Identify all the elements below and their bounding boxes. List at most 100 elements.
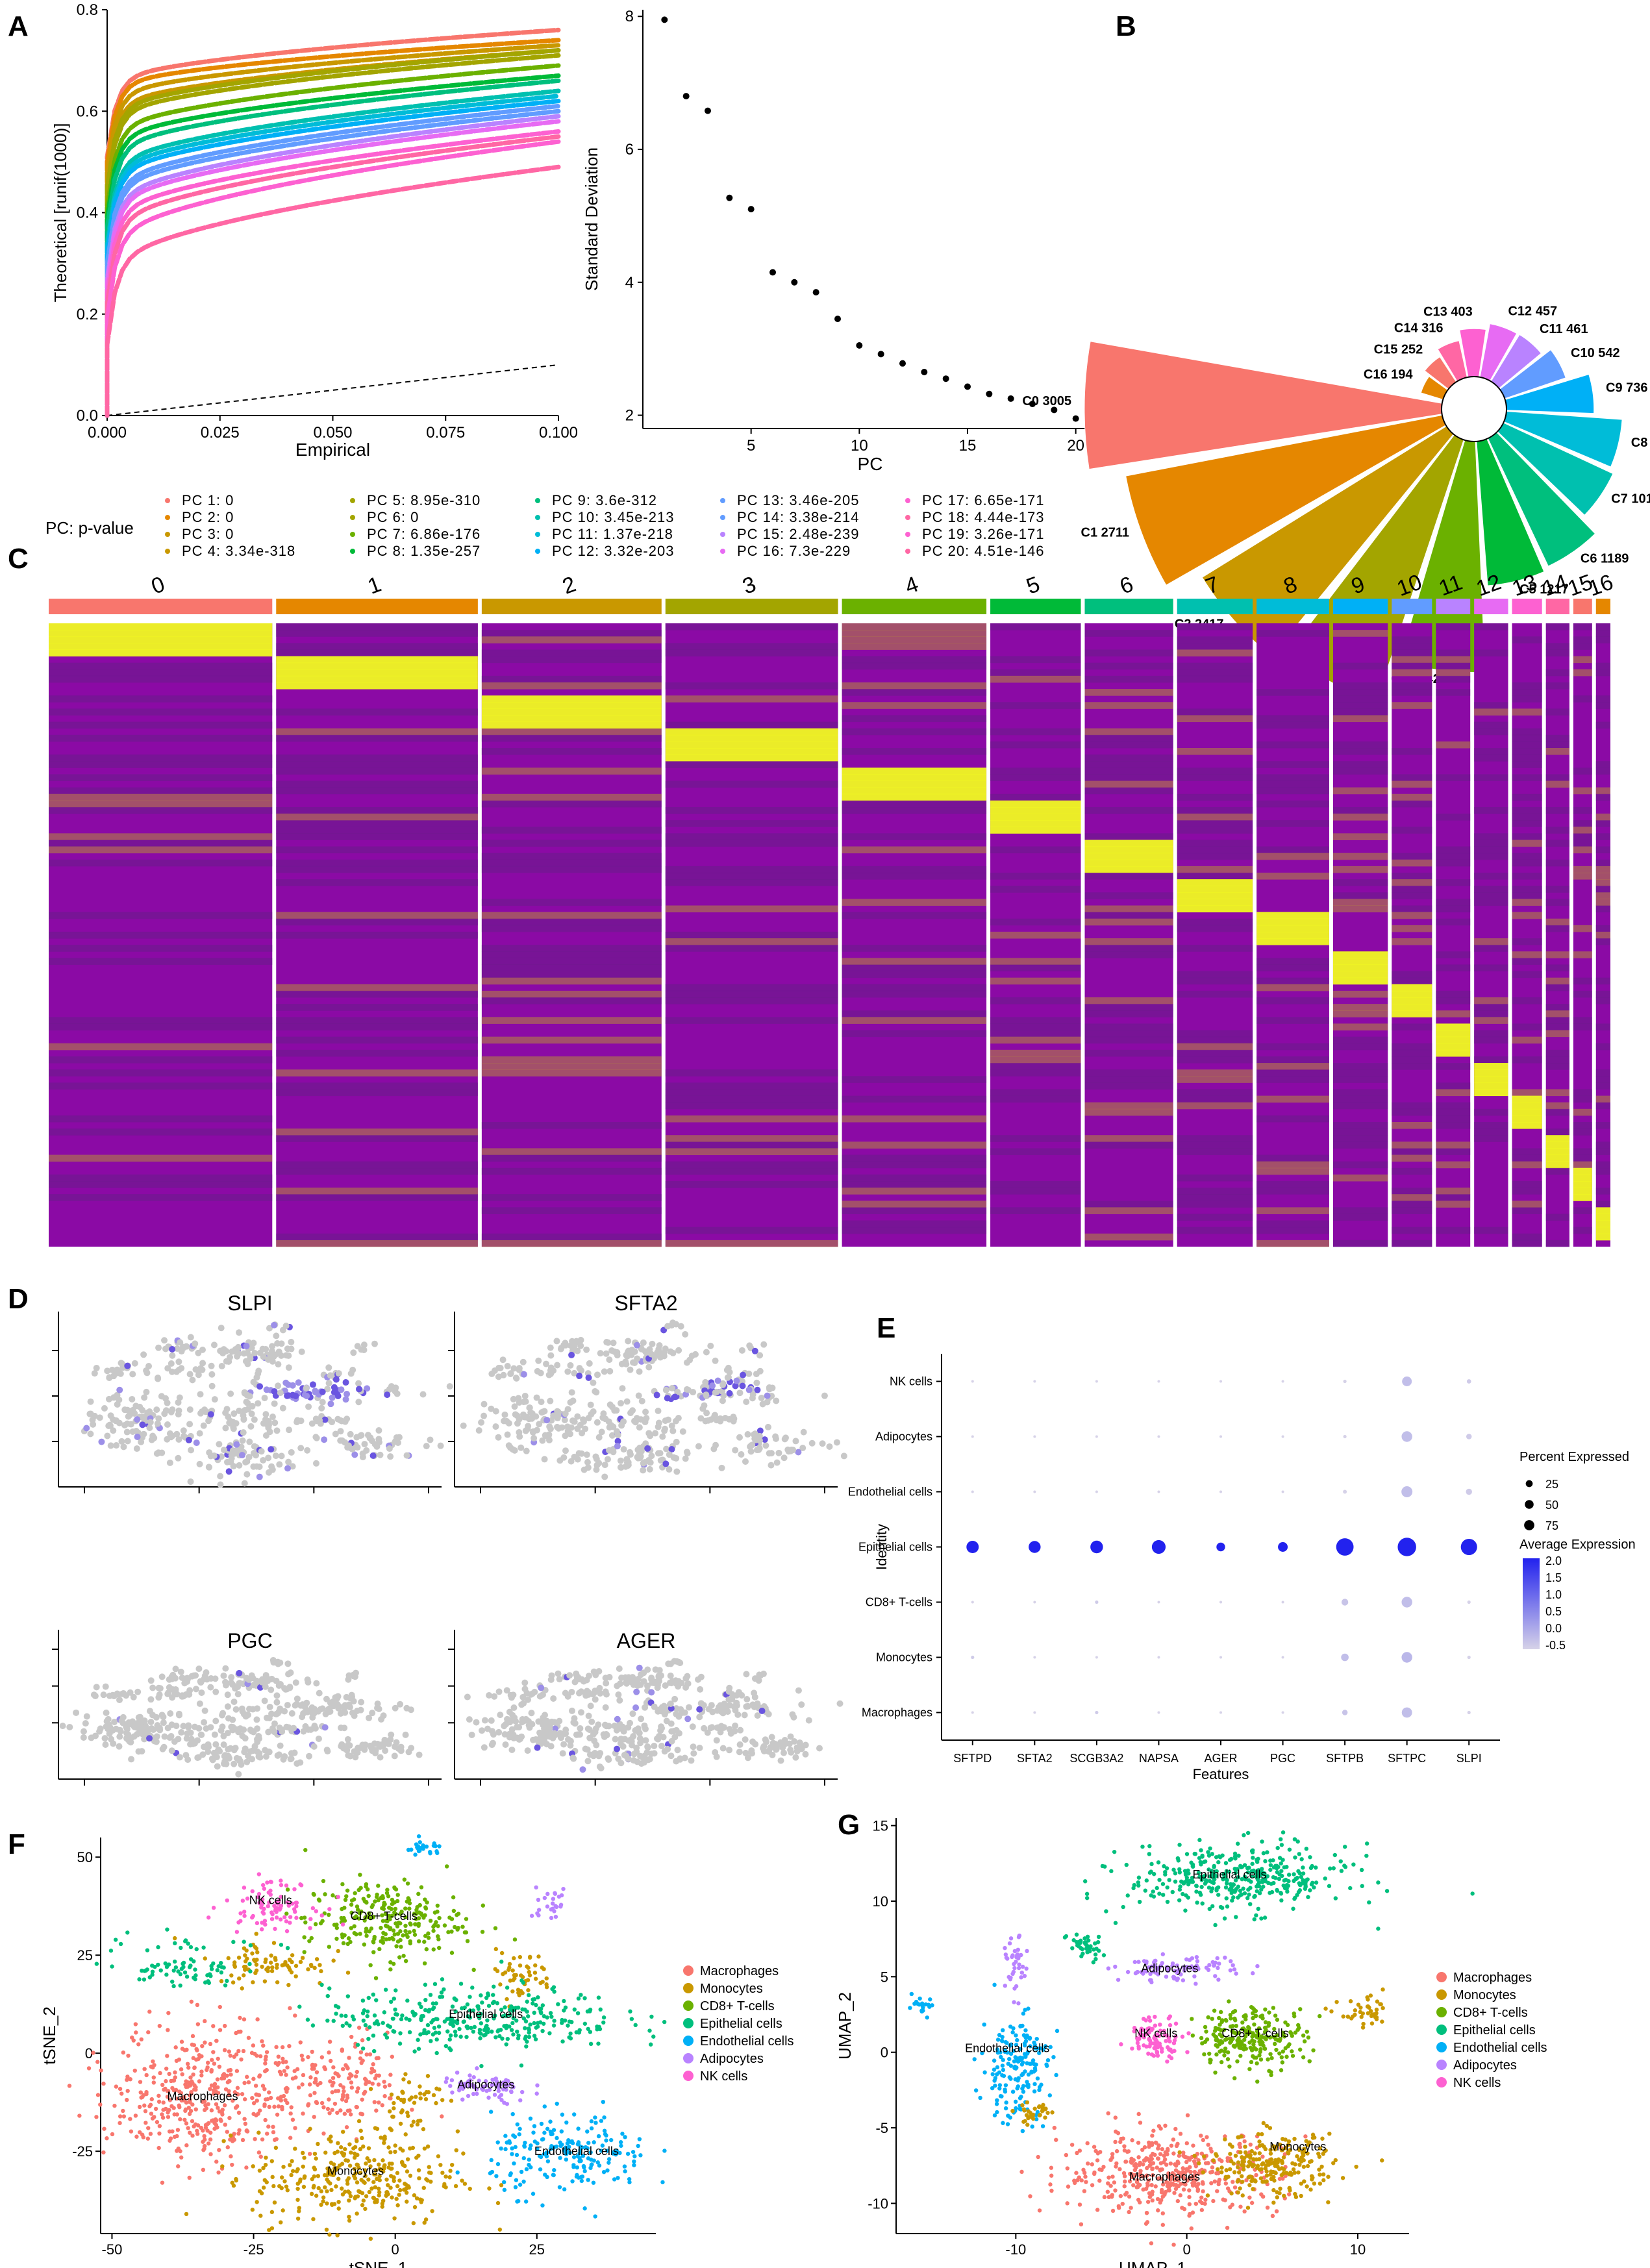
cell-point [505, 1986, 510, 1990]
heatmap-cell-row [842, 1161, 987, 1169]
heatmap-cell-row [1545, 1135, 1569, 1142]
heatmap-cell-row [1595, 846, 1610, 854]
heatmap-cell-row [1332, 958, 1388, 965]
cell-point [457, 2026, 462, 2032]
feature-cell-point [104, 1725, 111, 1732]
feature-cell-point [116, 1697, 123, 1704]
cell-point [310, 2176, 314, 2182]
cell-point [151, 2059, 155, 2063]
cell-point [398, 1929, 403, 1934]
heatmap-cell-row [1436, 990, 1471, 998]
heatmap-cell-row [1392, 977, 1432, 985]
heatmap-cell-row [481, 827, 662, 834]
color-legend-title: Average Expression [1519, 1538, 1636, 1552]
heatmap-cell-row [481, 793, 662, 801]
y-axis-title: Theoretical [runif(1000)] [51, 123, 70, 302]
feature-cell-point [375, 1436, 382, 1443]
dot [971, 1435, 974, 1438]
heatmap-cell-row [1332, 1010, 1388, 1017]
pc-series-line [105, 114, 561, 418]
cell-point [461, 2151, 466, 2156]
heatmap-cell-row [1332, 767, 1388, 775]
heatmap-cell-row [49, 643, 273, 650]
cell-point [360, 2202, 365, 2208]
cell-point [403, 1928, 408, 1934]
heatmap-cell-row [1545, 964, 1569, 972]
heatmap-cell-row [1573, 1017, 1592, 1024]
feature-cell-point [594, 1371, 601, 1378]
feature-cell-point [210, 1341, 218, 1349]
heatmap-cell-row [481, 728, 662, 736]
cell-point [217, 2148, 221, 2152]
cell-point [358, 2147, 363, 2152]
cell-point [390, 2054, 395, 2059]
feature-cell-point [168, 1673, 175, 1680]
heatmap-cell-row [1595, 1148, 1610, 1156]
feature-cell-point [530, 1736, 537, 1743]
heatmap-cell-row [990, 741, 1081, 749]
heatmap-cell-row [1332, 806, 1388, 814]
cell-point [552, 2019, 556, 2023]
heatmap-cell-row [1512, 899, 1542, 906]
feature-cell-point [500, 1417, 507, 1425]
cell-point [545, 2015, 549, 2020]
feature-cell-point [363, 1447, 370, 1454]
feature-cell-point [378, 1715, 385, 1723]
feature-cell-point [507, 1370, 514, 1377]
heatmap-cell-row [1595, 814, 1610, 821]
cell-point [312, 2184, 316, 2188]
cell-point [358, 1873, 362, 1877]
feature-cell-point [684, 1715, 692, 1723]
feature-cell-point [502, 1741, 509, 1748]
heatmap-cell-row [665, 1069, 838, 1077]
heatmap-cell-row [1084, 951, 1173, 958]
cell-point [426, 2009, 431, 2013]
feature-cell-point [275, 1361, 282, 1368]
heatmap-cell-row [1474, 833, 1508, 840]
cell-point [262, 1979, 268, 1984]
feature-cell-point [505, 1419, 512, 1427]
cell-point [294, 1974, 298, 1979]
feature-cell-point [262, 1747, 269, 1754]
heatmap-cell-row [1512, 1115, 1542, 1123]
feature-cell-point [153, 1450, 160, 1457]
dot [1278, 1542, 1288, 1552]
feature-cell-point [495, 1373, 502, 1380]
heatmap-cell-row [1512, 971, 1542, 978]
feature-cell-point [504, 1431, 511, 1438]
feature-cell-point [304, 1676, 311, 1683]
heatmap-cell-row [1392, 656, 1432, 664]
feature-cell-point [510, 1365, 518, 1372]
cell-point [236, 1955, 242, 1960]
cell-point [412, 2049, 417, 2054]
feature-cell-point [617, 1457, 624, 1464]
feature-cell-point [595, 1434, 603, 1441]
heatmap-cell-row [1436, 1082, 1471, 1090]
heatmap-cell-row [1595, 702, 1610, 709]
cell-point [340, 2095, 345, 2099]
heatmap-cell-row [990, 1148, 1081, 1156]
feature-cell-point [625, 1338, 632, 1345]
heatmap-cell-row [1177, 1036, 1253, 1044]
cell-point [237, 1976, 242, 1981]
feature-cell-point [343, 1693, 350, 1701]
heatmap-cell-row [1512, 820, 1542, 827]
cell-point [125, 2075, 130, 2079]
cell-point [347, 2190, 352, 2195]
heatmap-cell-row [990, 827, 1081, 834]
elbow-point [942, 375, 949, 382]
dot [1033, 1490, 1036, 1493]
heatmap-cell-row [1332, 695, 1388, 703]
elbow-point [682, 93, 690, 100]
cell-point [375, 1895, 379, 1899]
feature-cell-point [618, 1760, 625, 1767]
feature-cell-point [136, 1713, 144, 1721]
feature-cell-point [518, 1444, 525, 1451]
heatmap-cell-row [842, 793, 987, 801]
cell-point [307, 2151, 312, 2156]
cell-point [405, 2110, 410, 2115]
feature-label: SFTA2 [1017, 1752, 1053, 1765]
heatmap-cell-row [990, 1089, 1081, 1097]
heatmap-cell-row [481, 997, 662, 1004]
heatmap-cell-row [481, 695, 662, 703]
